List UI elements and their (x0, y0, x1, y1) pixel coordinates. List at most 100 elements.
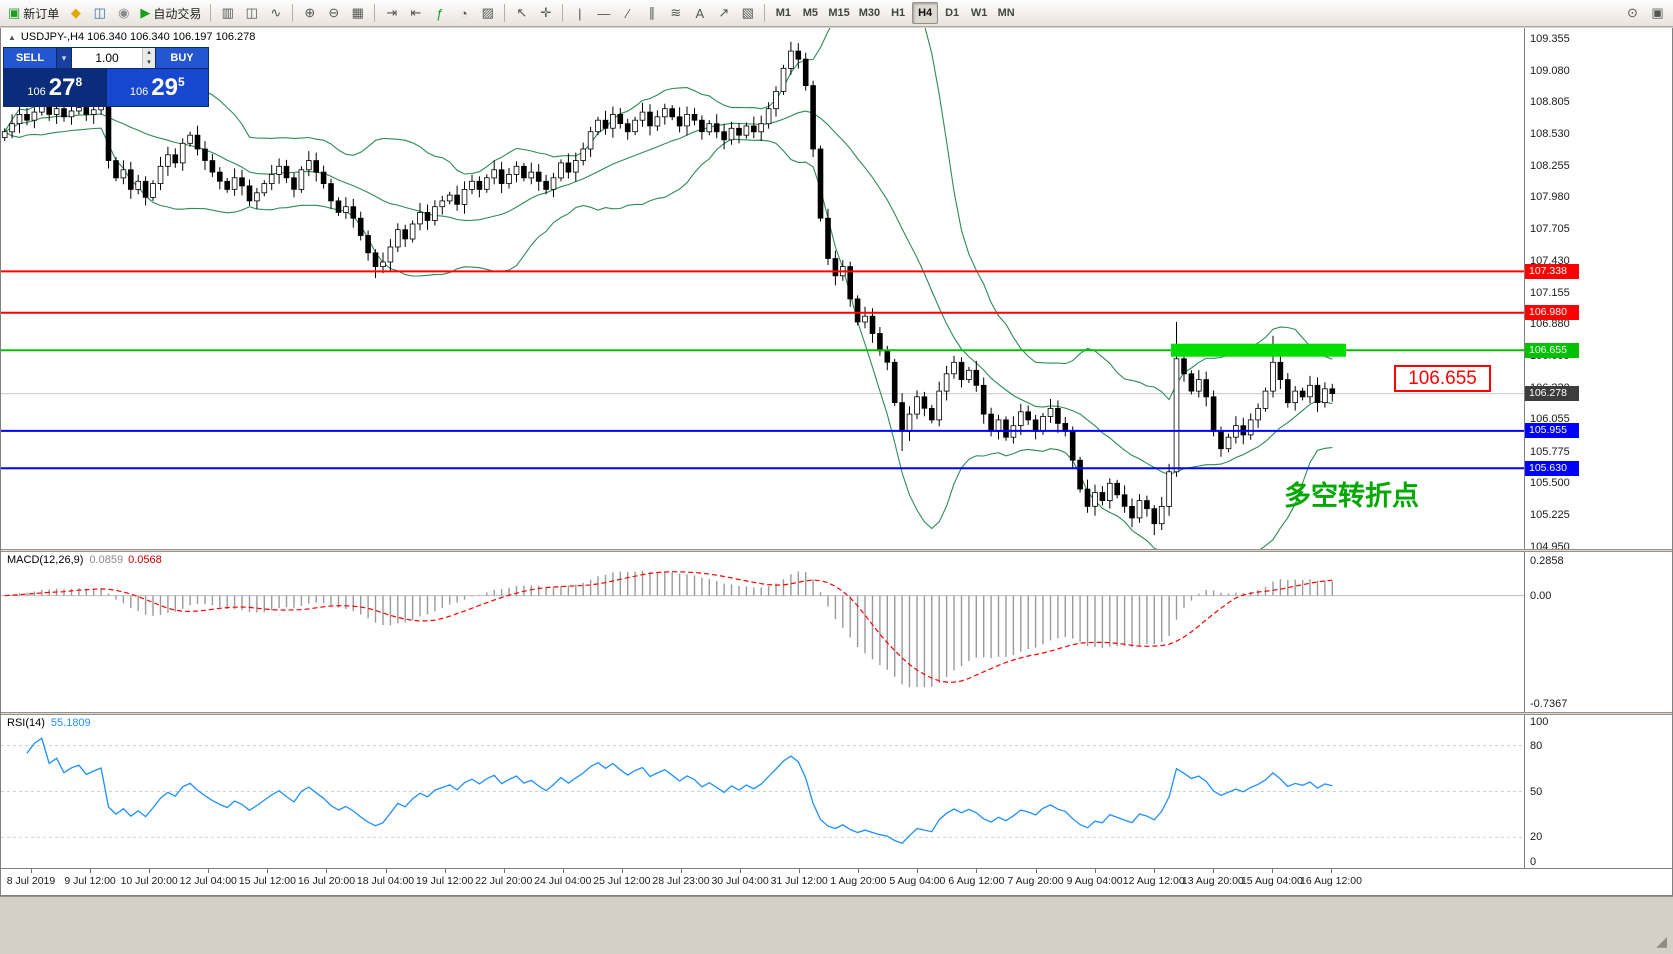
toolbar-separator (504, 4, 506, 22)
zoom-out-button[interactable]: ⊖ (322, 2, 345, 24)
chart-shift-button[interactable]: ⇤ (404, 2, 427, 24)
time-axis-label: 19 Jul 12:00 (416, 875, 474, 887)
buy-tab[interactable]: BUY (156, 48, 208, 68)
history-center-button[interactable]: ◉ (112, 2, 135, 24)
price-scale-label: 106.880 (1530, 318, 1570, 331)
price-scale-label: 105.775 (1530, 445, 1570, 458)
shapes-icon: ▧ (741, 5, 754, 20)
volume-input[interactable] (72, 48, 142, 68)
timeframe-button-w1[interactable]: W1 (970, 7, 988, 19)
bar-chart-button[interactable]: ▥ (216, 2, 239, 24)
macd-signal-value: 0.0568 (128, 554, 162, 566)
horizontal-line-icon: — (597, 5, 611, 21)
cursor-button[interactable]: ↖ (510, 2, 533, 24)
time-axis-tick (1331, 869, 1332, 873)
time-axis-tick (917, 869, 919, 873)
rsi-chart[interactable] (1, 715, 1524, 868)
trendline-button[interactable]: ∕ (616, 2, 639, 24)
templates-button[interactable]: ▨ (476, 2, 499, 24)
horizontal-line-button[interactable]: — (592, 2, 615, 24)
buy-button[interactable]: 106 29 5 (106, 69, 208, 106)
autotrade-button-label: 自动交易 (153, 6, 202, 21)
time-axis-label: 15 Aug 04:00 (1240, 875, 1303, 887)
resize-grip[interactable]: ◢ (1656, 933, 1667, 949)
toolbar-separator (764, 4, 766, 22)
channel-icon: ∥ (648, 5, 656, 20)
pane-splitter[interactable] (1, 712, 1672, 715)
search-icon-button[interactable]: ⊙ (1621, 2, 1644, 24)
auto-scroll-button[interactable]: ⇥ (380, 2, 403, 24)
macd-scale-max: 0.2858 (1530, 555, 1564, 567)
timeframe-button-mn[interactable]: MN (997, 7, 1015, 19)
chevron-down-icon: ▾ (61, 52, 67, 63)
periods-button[interactable]: ◔ (452, 2, 475, 24)
macd-chart[interactable] (1, 552, 1524, 712)
price-chart[interactable] (1, 28, 1524, 549)
time-axis-label: 16 Jul 20:00 (297, 875, 356, 887)
profile-button[interactable]: ◫ (88, 2, 111, 24)
line-chart-button[interactable]: ∿ (264, 2, 287, 24)
zoom-in-button[interactable]: ⊕ (298, 2, 321, 24)
arrows-button[interactable]: ↗ (712, 2, 735, 24)
text-button[interactable]: A (688, 2, 711, 24)
time-axis-label: 16 Aug 12:00 (1300, 875, 1362, 887)
macd-main-value: 0.0859 (89, 554, 124, 566)
price-scale-label: 109.080 (1530, 64, 1570, 77)
price-level-badge: 107.338 (1525, 263, 1579, 279)
price-axis[interactable]: 109.355 109.080 108.805 108.530 108.255 107.9… (1524, 28, 1672, 895)
timeframe-button-d1[interactable]: D1 (945, 7, 960, 19)
channel-button[interactable]: ∥ (640, 2, 663, 24)
price-scale-label: 105.225 (1530, 508, 1570, 521)
time-axis-label: 18 Jul 04:00 (356, 875, 415, 887)
timeframe-button-m5[interactable]: M5 (802, 7, 818, 19)
new-order-button[interactable]: ▣ 新订单 (4, 2, 63, 24)
candlestick-chart-button[interactable]: ◫ (240, 2, 263, 24)
indicators-icon: ƒ (436, 5, 444, 21)
timeframe-button-h1[interactable]: H1 (891, 7, 906, 19)
price-level-label[interactable]: 106.655 (1394, 365, 1491, 392)
timeframe-button-h4[interactable]: H4 (912, 2, 939, 24)
time-axis-tick (267, 869, 269, 873)
time-axis-tick (326, 869, 328, 873)
timeframe-button-m30[interactable]: M30 (858, 7, 881, 19)
periods-icon: ◔ (459, 5, 468, 21)
tile-windows-button[interactable]: ▦ (346, 2, 369, 24)
entry-zone-rect[interactable] (1171, 343, 1346, 357)
indicators-button[interactable]: ƒ (428, 2, 451, 24)
price-scale-label: 108.530 (1530, 128, 1570, 141)
bar-chart-icon: ▥ (221, 5, 234, 20)
price-scale-label: 106.055 (1530, 413, 1570, 426)
sell-tab[interactable]: SELL (4, 48, 56, 68)
new-window-icon-button[interactable]: ▣ (1646, 2, 1669, 24)
timeframe-button-m15[interactable]: M15 (828, 7, 850, 19)
toolbar-separator (292, 4, 294, 22)
shapes-button[interactable]: ▧ (736, 2, 759, 24)
pane-splitter[interactable] (1, 549, 1672, 552)
time-axis-tick (149, 869, 151, 873)
time-axis-tick (385, 869, 387, 873)
time-axis[interactable]: 8 Jul 2019 9 Jul 12:00 10 Jul 20:00 12 Jul … (1, 868, 1672, 895)
chart-shift-icon: ⇤ (410, 5, 422, 20)
rsi-scale-label: 50 (1530, 785, 1543, 798)
time-axis-label: 9 Aug 04:00 (1066, 875, 1123, 887)
time-axis-tick (740, 869, 742, 873)
new-order-icon: ▣ (8, 5, 21, 20)
favorites-icon-button[interactable]: ◆ (64, 2, 87, 24)
rsi-scale-label: 80 (1530, 739, 1543, 752)
vertical-line-button[interactable]: | (568, 2, 591, 24)
time-axis-label: 24 Jul 04:00 (534, 875, 592, 887)
rsi-indicator-label: RSI(14) 55.1809 (7, 717, 91, 729)
sell-button[interactable]: 106 27 8 (4, 69, 106, 106)
buy-price-big: 29 (151, 73, 178, 101)
volume-decrease-button[interactable]: ▾ (147, 59, 151, 66)
templates-icon: ▨ (481, 5, 494, 20)
crosshair-button[interactable]: ✛ (534, 2, 557, 24)
fibonacci-button[interactable]: ≋ (664, 2, 687, 24)
macd-scale-min: -0.7367 (1530, 698, 1568, 710)
order-type-dropdown[interactable]: ▾ (57, 48, 71, 68)
volume-increase-button[interactable]: ▴ (147, 49, 151, 56)
timeframe-button-m1[interactable]: M1 (775, 7, 791, 19)
collapse-triangle-icon[interactable]: ▲ (8, 32, 16, 42)
autotrade-button[interactable]: ▶ 自动交易 (136, 2, 205, 24)
line-chart-icon: ∿ (270, 5, 282, 20)
